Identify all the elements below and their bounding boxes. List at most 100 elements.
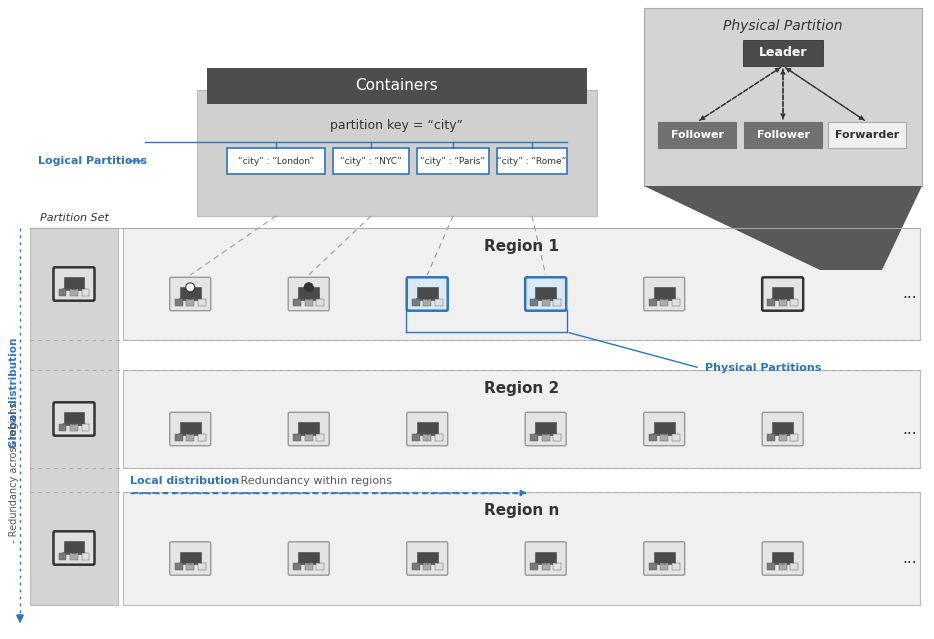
Text: Physical Partition: Physical Partition xyxy=(723,19,842,33)
Bar xyxy=(542,298,550,306)
Bar xyxy=(64,277,84,289)
Bar xyxy=(644,8,922,186)
FancyBboxPatch shape xyxy=(525,542,566,575)
Text: Region n: Region n xyxy=(484,502,559,518)
Bar xyxy=(654,552,674,564)
Bar xyxy=(317,563,324,570)
Text: Partition Set: Partition Set xyxy=(39,213,108,223)
Bar xyxy=(542,563,550,570)
FancyBboxPatch shape xyxy=(406,542,447,575)
Bar xyxy=(743,40,823,66)
Bar xyxy=(654,422,674,435)
Text: Global distribution: Global distribution xyxy=(9,338,19,448)
Bar xyxy=(293,298,302,306)
Bar xyxy=(767,298,775,306)
Bar xyxy=(779,298,786,306)
Bar xyxy=(59,553,66,560)
Bar xyxy=(333,148,409,174)
Bar xyxy=(30,228,118,605)
FancyBboxPatch shape xyxy=(289,277,329,311)
Text: Follower: Follower xyxy=(757,130,810,140)
Bar xyxy=(207,68,587,104)
Bar xyxy=(790,298,799,306)
Bar xyxy=(123,492,920,605)
Bar xyxy=(767,563,775,570)
Text: Forwarder: Forwarder xyxy=(835,130,899,140)
Bar xyxy=(412,298,419,306)
Text: Containers: Containers xyxy=(356,79,438,93)
Bar xyxy=(175,563,183,570)
Bar xyxy=(417,552,438,564)
FancyBboxPatch shape xyxy=(170,542,211,575)
Text: Follower: Follower xyxy=(671,130,724,140)
Bar xyxy=(186,433,194,441)
Bar xyxy=(672,298,680,306)
Bar xyxy=(304,433,313,441)
Text: Logical Partitions: Logical Partitions xyxy=(38,156,147,166)
Text: - Redundancy within regions: - Redundancy within regions xyxy=(233,476,392,486)
Bar xyxy=(790,563,799,570)
FancyBboxPatch shape xyxy=(289,412,329,445)
Bar xyxy=(81,289,90,296)
Bar xyxy=(553,433,561,441)
Bar xyxy=(772,422,793,435)
Text: partition key = “city”: partition key = “city” xyxy=(331,119,463,132)
FancyBboxPatch shape xyxy=(525,412,566,445)
FancyBboxPatch shape xyxy=(644,277,685,311)
Text: Local distribution: Local distribution xyxy=(130,476,239,486)
Bar xyxy=(179,422,201,435)
Bar xyxy=(317,298,324,306)
Bar xyxy=(434,563,443,570)
Bar xyxy=(417,148,489,174)
Bar xyxy=(535,288,556,300)
Bar xyxy=(790,433,799,441)
Bar xyxy=(553,298,561,306)
Bar xyxy=(535,552,556,564)
Polygon shape xyxy=(644,186,922,270)
FancyBboxPatch shape xyxy=(53,531,94,565)
Bar xyxy=(553,563,561,570)
Bar xyxy=(660,563,668,570)
FancyBboxPatch shape xyxy=(170,277,211,311)
Bar xyxy=(417,288,438,300)
Text: ...: ... xyxy=(902,422,917,436)
Text: “city” : “Rome”: “city” : “Rome” xyxy=(498,157,567,166)
Bar xyxy=(81,424,90,431)
FancyBboxPatch shape xyxy=(762,542,803,575)
Bar xyxy=(197,90,597,216)
Circle shape xyxy=(186,283,195,292)
Bar xyxy=(772,288,793,300)
Bar xyxy=(767,433,775,441)
Bar xyxy=(672,563,680,570)
Bar xyxy=(298,422,319,435)
Bar xyxy=(293,563,302,570)
FancyBboxPatch shape xyxy=(762,412,803,445)
Text: - Redundancy across regions: - Redundancy across regions xyxy=(9,403,19,543)
FancyBboxPatch shape xyxy=(406,277,447,311)
FancyBboxPatch shape xyxy=(289,542,329,575)
Circle shape xyxy=(304,283,313,292)
Bar xyxy=(179,288,201,300)
Bar xyxy=(531,433,538,441)
Bar xyxy=(175,433,183,441)
Bar xyxy=(298,552,319,564)
Bar xyxy=(123,228,920,340)
Bar xyxy=(497,148,567,174)
FancyBboxPatch shape xyxy=(406,412,447,445)
Text: Physical Partitions: Physical Partitions xyxy=(705,363,821,373)
Text: Leader: Leader xyxy=(758,47,807,59)
Bar xyxy=(70,553,78,560)
Bar xyxy=(81,553,90,560)
Bar xyxy=(417,422,438,435)
Bar xyxy=(772,552,793,564)
Bar xyxy=(186,298,194,306)
FancyBboxPatch shape xyxy=(170,412,211,445)
FancyBboxPatch shape xyxy=(644,542,685,575)
Bar xyxy=(412,433,419,441)
Bar xyxy=(412,563,419,570)
Text: Region 1: Region 1 xyxy=(484,238,559,254)
Text: Region 2: Region 2 xyxy=(484,380,559,396)
Bar xyxy=(660,298,668,306)
FancyBboxPatch shape xyxy=(644,412,685,445)
Bar xyxy=(227,148,325,174)
